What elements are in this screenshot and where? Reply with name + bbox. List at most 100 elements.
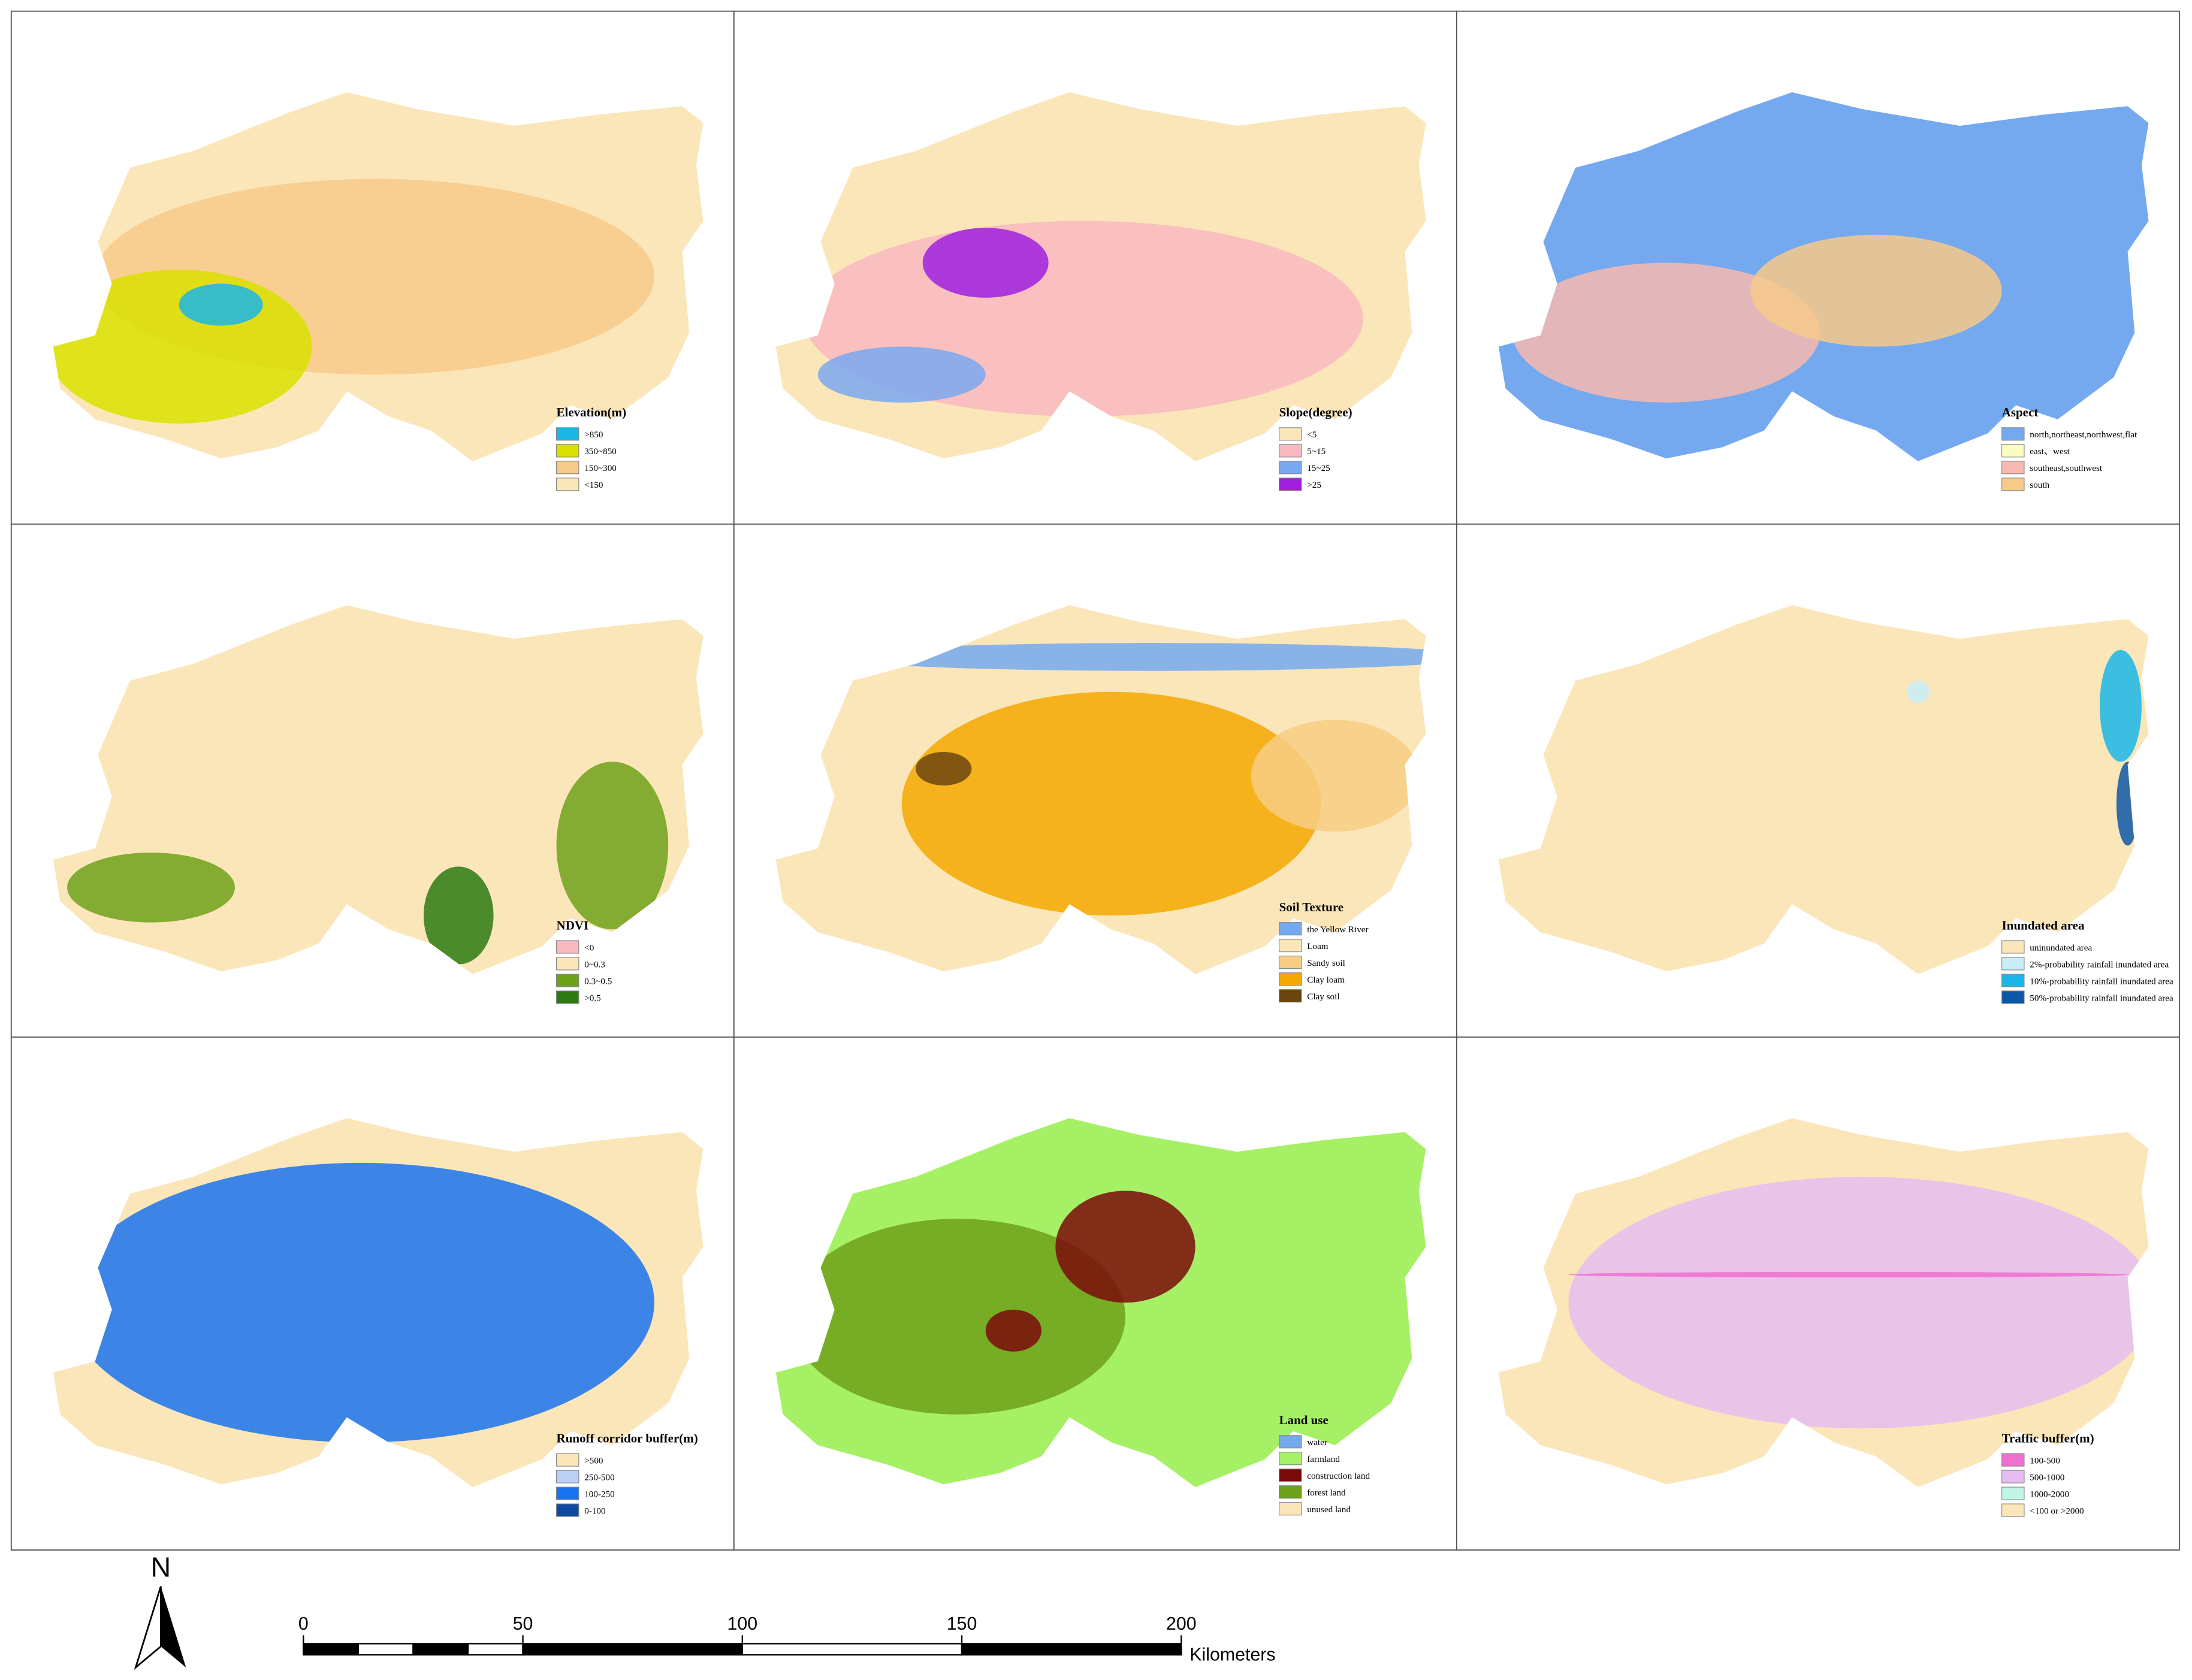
legend-swatch [2001, 444, 2025, 458]
scale-unit: Kilometers [1189, 1645, 1275, 1664]
legend-label: 10%-probability rainfall inundated area [2030, 976, 2173, 986]
legend-label: the Yellow River [1307, 924, 1368, 935]
legend-swatch [555, 940, 579, 954]
legend-title: Slope(degree) [1279, 405, 1352, 419]
scale-label: 0 [298, 1614, 309, 1634]
map-panel: Runoff corridor buffer(m) >500 250-500 100-… [10, 1036, 735, 1551]
region-class [67, 1162, 654, 1443]
north-label: N [151, 1551, 171, 1582]
region-detail [804, 220, 1363, 417]
legend-label: Clay loam [1307, 975, 1345, 985]
legend-label: Loam [1307, 941, 1329, 951]
map-panel: Land use water farmland construction land fo… [733, 1036, 1457, 1551]
legend-label: southeast,southwest [2030, 463, 2103, 473]
legend-title: NDVI [557, 918, 589, 932]
legend-swatch [1279, 1469, 1302, 1482]
scale-label: 50 [513, 1614, 533, 1634]
legend-swatch [2001, 461, 2025, 475]
legend-swatch [1279, 1485, 1302, 1499]
legend-swatch [1279, 1452, 1302, 1466]
north-arrow: N [134, 1551, 186, 1670]
region-detail [67, 762, 669, 965]
legend-label: uninundated area [2030, 942, 2092, 953]
region-class [790, 1219, 1125, 1415]
legend-swatch [1279, 427, 1302, 441]
legend-swatch [1279, 461, 1302, 475]
scale-segment [357, 1643, 414, 1656]
region-detail [790, 1190, 1195, 1415]
legend-label: <0 [584, 942, 594, 953]
legend-swatch [555, 990, 579, 1004]
legend-label: unused land [1307, 1504, 1351, 1515]
legend-swatch [1279, 1502, 1302, 1516]
legend-label: >25 [1307, 480, 1321, 490]
legend-label: 250-500 [584, 1472, 615, 1482]
legend-label: 150~300 [584, 463, 617, 473]
legend-swatch [555, 427, 579, 441]
region-detail [67, 1162, 654, 1443]
legend-swatch [1279, 1435, 1302, 1449]
legend-swatch [1279, 444, 1302, 458]
legend-swatch [555, 974, 579, 987]
legend-swatch [555, 1453, 579, 1467]
region-class [832, 643, 1426, 671]
region-class [179, 283, 263, 326]
region-class [985, 1309, 1042, 1352]
legend-label: 100-500 [2030, 1455, 2060, 1466]
region-class [1568, 1177, 2149, 1429]
legend-swatch [555, 1503, 579, 1517]
region-detail [53, 179, 654, 424]
legend-title: Aspect [2002, 405, 2039, 419]
scale-segment [741, 1643, 963, 1656]
legend-label: <100 or >2000 [2030, 1506, 2084, 1516]
region-class [916, 752, 972, 786]
region-detail [1512, 234, 2002, 403]
legend-title: Land use [1279, 1413, 1329, 1427]
legend-label: 0-100 [584, 1506, 605, 1516]
legend-label: 500-1000 [2030, 1472, 2064, 1482]
legend-swatch [2001, 990, 2025, 1004]
legend-label: >500 [584, 1455, 603, 1466]
region-class [1568, 1271, 2128, 1278]
region-class [1907, 681, 1930, 703]
region-class [1750, 234, 2002, 347]
legend-label: Sandy soil [1307, 958, 1345, 968]
region-class [817, 346, 986, 403]
legend-swatch [555, 478, 579, 491]
legend-label: construction land [1307, 1471, 1370, 1481]
region-class [556, 762, 669, 930]
legend-label: Clay soil [1307, 992, 1339, 1002]
map-panel: Traffic buffer(m) 100-500 500-1000 1000-200… [1456, 1036, 2180, 1551]
region-detail [1568, 1177, 2149, 1429]
legend-swatch [2001, 957, 2025, 971]
map-panel: Aspect north,northeast,northwest,flat east… [1456, 10, 2180, 525]
region-class [922, 228, 1049, 298]
legend-swatch [1279, 972, 1302, 986]
region-class [1251, 720, 1419, 832]
legend-swatch [2001, 974, 2025, 987]
legend-swatch [555, 444, 579, 458]
legend-title: Soil Texture [1279, 900, 1343, 914]
legend-label: south [2030, 480, 2049, 490]
legend-swatch [555, 1470, 579, 1483]
legend-swatch [555, 461, 579, 475]
legend-swatch [1279, 956, 1302, 969]
legend-title: Inundated area [2002, 918, 2085, 932]
scale-segment [412, 1643, 469, 1656]
legend-title: Runoff corridor buffer(m) [557, 1431, 698, 1445]
legend-label: <5 [1307, 430, 1317, 440]
legend-swatch [1279, 939, 1302, 953]
legend-swatch [555, 957, 579, 971]
legend-label: >0.5 [584, 993, 601, 1003]
legend-label: <150 [584, 480, 603, 490]
scale-segment [467, 1643, 524, 1656]
legend-label: 350~850 [584, 446, 617, 457]
region-detail [832, 643, 1426, 915]
legend-label: forest land [1307, 1488, 1346, 1498]
map-panel: Soil Texture the Yellow River Loam Sandy so… [733, 523, 1457, 1038]
scale-segment [522, 1643, 743, 1656]
legend-label: 0.3~0.5 [584, 976, 612, 986]
legend-swatch [2001, 1503, 2025, 1517]
legend-swatch [1279, 989, 1302, 1003]
